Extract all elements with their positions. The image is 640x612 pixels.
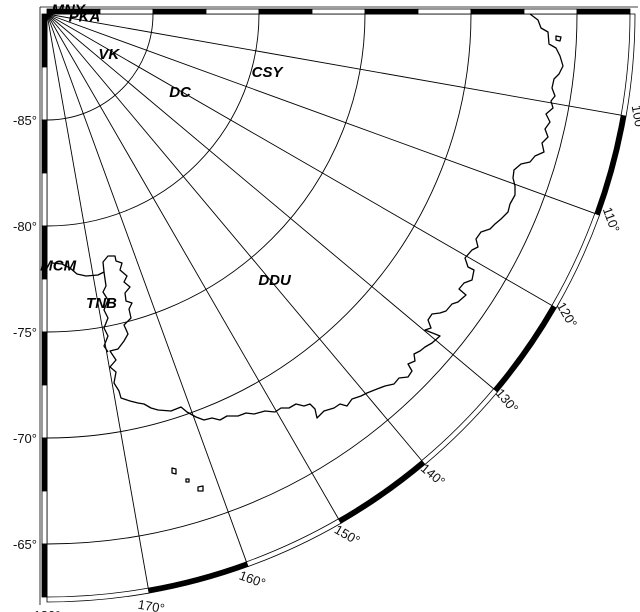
mny-islet	[555, 35, 562, 42]
latitude-label: -85°	[13, 113, 37, 128]
frame-segment	[258, 8, 313, 15]
frame-segment	[337, 460, 426, 524]
frame-segment	[311, 8, 366, 15]
latitude-label: -65°	[13, 537, 37, 552]
frame-segment	[152, 8, 207, 15]
frame-segment	[147, 561, 249, 594]
frame-segment	[41, 278, 48, 333]
map-frame	[39, 6, 638, 605]
frame-segment	[421, 388, 498, 465]
longitude-line	[46, 13, 595, 214]
labels: -85°-80°-75°-70°-65°180°170°160°150°140°…	[13, 2, 640, 612]
longitude-line	[46, 13, 149, 589]
frame-segment	[576, 8, 631, 15]
frame-segment	[364, 8, 419, 15]
frame-segment	[41, 543, 48, 598]
coastline-main	[51, 13, 564, 421]
latitude-label: -70°	[13, 431, 37, 446]
frame-segment	[41, 66, 48, 121]
latitude-label: -80°	[13, 219, 37, 234]
station-label-ddu: DDU	[258, 272, 292, 289]
island-2	[185, 478, 190, 483]
graticule	[46, 13, 630, 597]
station-label-csy: CSY	[252, 64, 285, 81]
frame-segment	[41, 384, 48, 439]
station-label-mcm: MCM	[40, 257, 76, 274]
longitude-label: 150°	[332, 522, 363, 548]
longitude-line	[46, 13, 339, 520]
longitude-label: 180°	[34, 608, 61, 612]
coastline	[51, 13, 564, 492]
frame-segment	[41, 13, 48, 68]
frame-segment	[46, 587, 150, 603]
station-label-dc: DC	[169, 84, 192, 101]
latitude-label: -75°	[13, 325, 37, 340]
frame-segment	[551, 212, 601, 309]
longitude-line	[46, 13, 423, 461]
longitude-line	[46, 13, 553, 306]
station-label-pka: PKA	[69, 8, 101, 25]
island-3	[197, 485, 204, 492]
station-label-tnb: TNB	[86, 295, 117, 312]
frame-segment	[41, 437, 48, 492]
frame-segment	[493, 304, 557, 393]
longitude-label: 100°	[629, 104, 640, 133]
frame-segment	[41, 119, 48, 174]
coast-inlet	[102, 271, 109, 353]
latitude-line	[46, 13, 154, 121]
frame-segment	[41, 331, 48, 386]
longitude-line	[46, 13, 494, 390]
latitude-line	[46, 13, 366, 333]
frame-segment	[205, 8, 260, 15]
frame-segment	[245, 518, 342, 568]
frame-segment	[41, 490, 48, 545]
frame-segment	[523, 8, 578, 15]
frame-segment	[99, 8, 154, 15]
longitude-line	[46, 13, 247, 562]
frame-segment	[417, 8, 472, 15]
longitude-label: 170°	[137, 597, 166, 612]
frame-segment	[470, 8, 525, 15]
longitude-label: 110°	[600, 205, 623, 235]
longitude-label: 120°	[554, 299, 580, 330]
latitude-line	[46, 13, 472, 439]
longitude-label: 160°	[237, 568, 267, 591]
station-label-mny: MNY	[52, 2, 87, 19]
latitude-line	[46, 13, 578, 545]
frame-segment	[41, 172, 48, 227]
island-1	[171, 467, 177, 475]
latitude-line	[46, 13, 260, 227]
frame-segment	[620, 13, 636, 117]
longitude-line	[46, 13, 622, 116]
station-label-vk: VK	[98, 46, 120, 63]
frame-segment	[594, 114, 627, 216]
